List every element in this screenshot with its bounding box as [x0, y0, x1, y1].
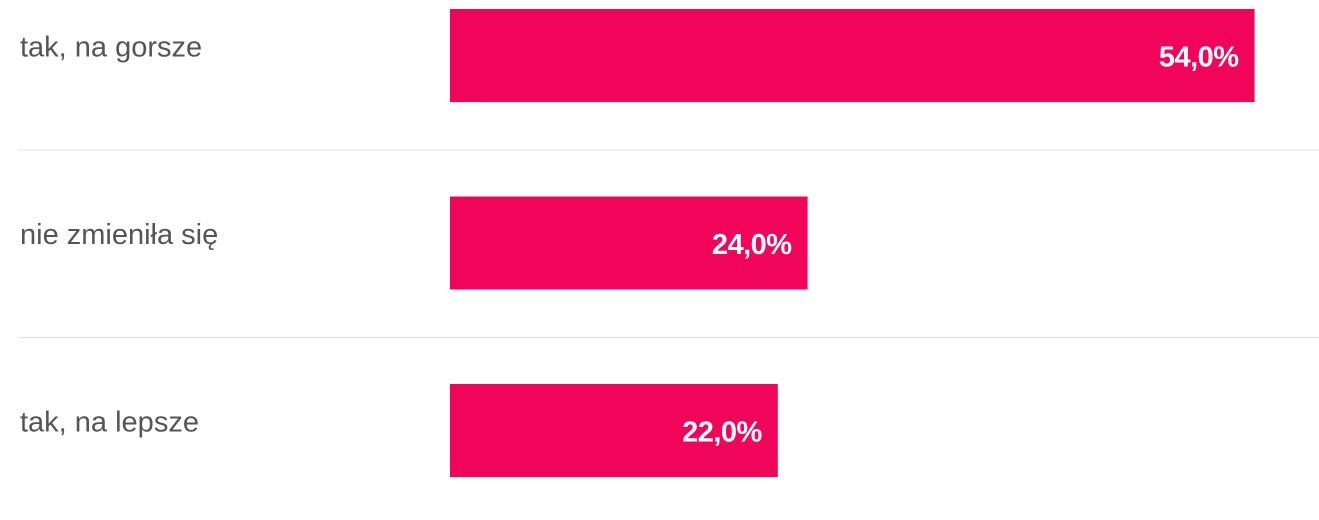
bar — [450, 196, 808, 290]
category-label: nie zmieniła się — [20, 219, 218, 251]
category-label: tak, na lepsze — [20, 407, 199, 439]
value-label: 22,0% — [682, 417, 762, 449]
bar — [450, 384, 778, 477]
category-label: tak, na gorsze — [20, 32, 202, 64]
value-label: 24,0% — [712, 229, 792, 261]
bar — [450, 9, 1255, 102]
value-label: 54,0% — [1159, 42, 1239, 74]
